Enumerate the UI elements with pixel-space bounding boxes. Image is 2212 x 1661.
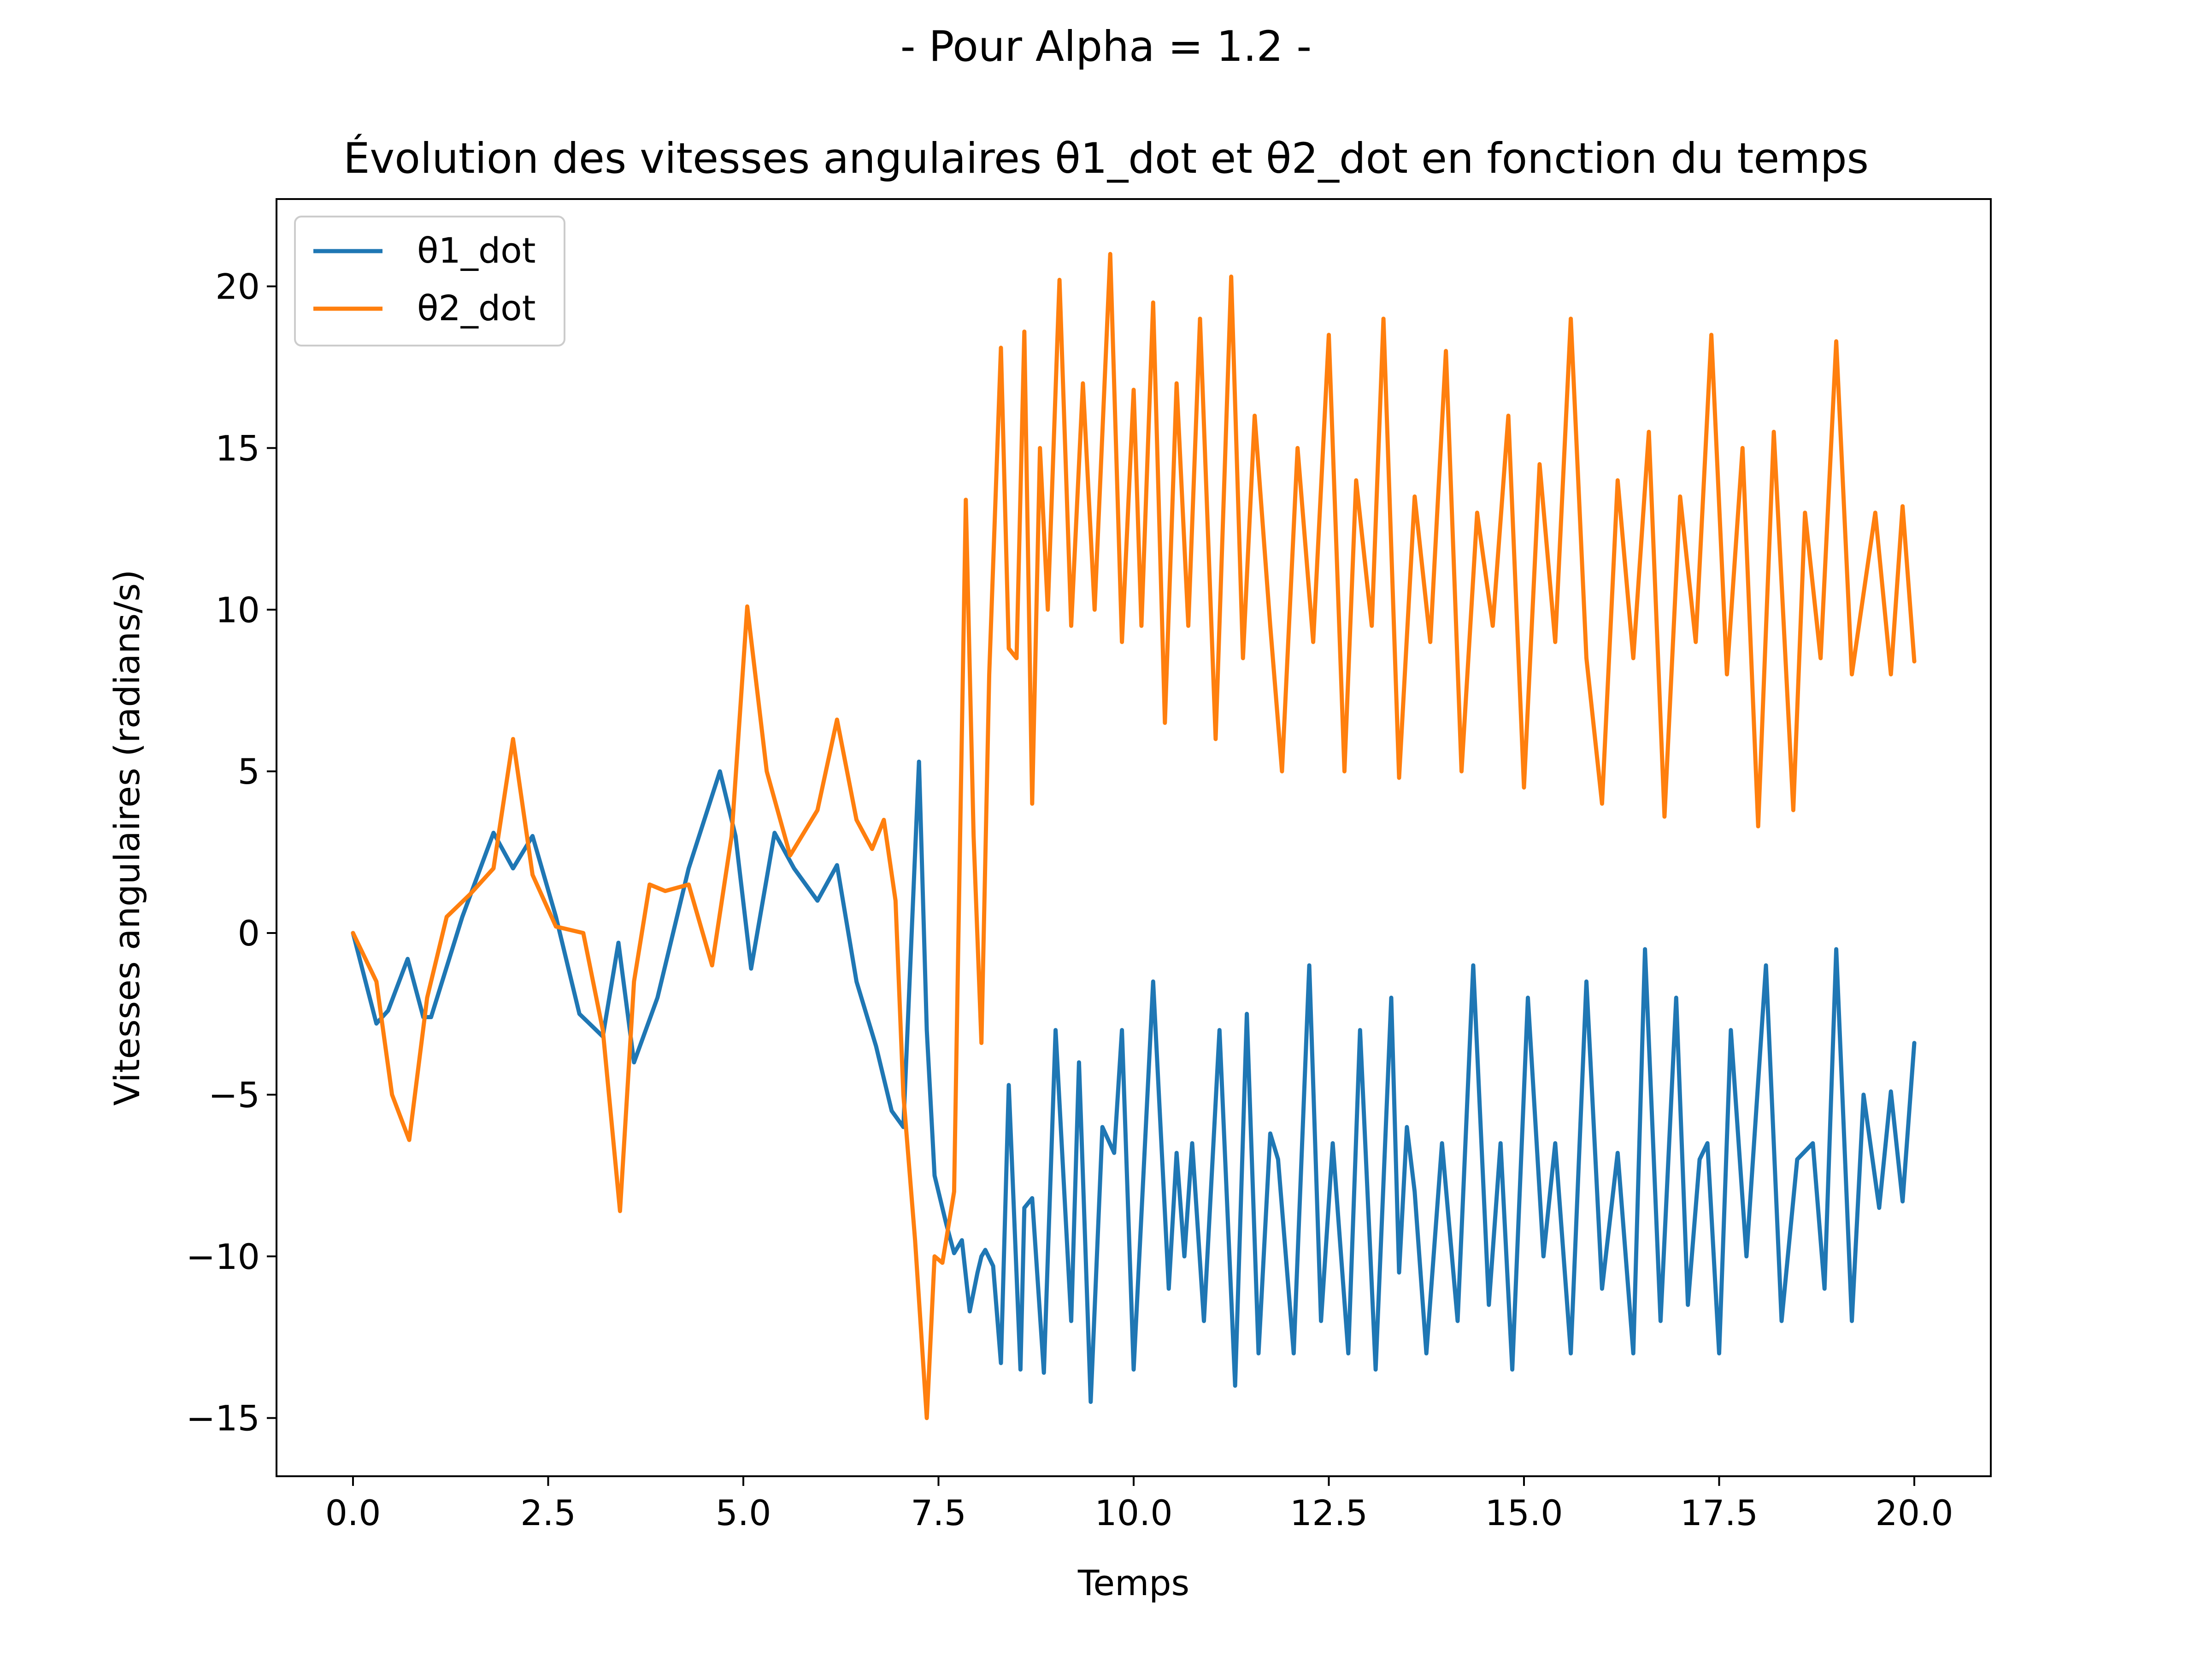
x-tick-label: 2.5 bbox=[520, 1492, 576, 1533]
x-tick-label: 15.0 bbox=[1485, 1492, 1563, 1533]
x-tick-label: 12.5 bbox=[1290, 1492, 1368, 1533]
legend-label-theta1: θ1_dot bbox=[417, 230, 535, 271]
x-tick-label: 17.5 bbox=[1680, 1492, 1758, 1533]
y-tick-label: 15 bbox=[215, 428, 260, 469]
legend-box bbox=[294, 216, 565, 346]
x-axis-label: Temps bbox=[1077, 1562, 1189, 1603]
y-tick-label: −15 bbox=[186, 1398, 260, 1439]
chart-suptitle: - Pour Alpha = 1.2 - bbox=[900, 23, 1312, 71]
axes-frame bbox=[276, 198, 1992, 1477]
y-tick-label: −5 bbox=[208, 1074, 260, 1115]
x-tick-label: 10.0 bbox=[1094, 1492, 1172, 1533]
x-tick-label: 7.5 bbox=[911, 1492, 966, 1533]
series-group bbox=[351, 252, 1917, 1420]
y-tick-label: 5 bbox=[238, 751, 260, 792]
y-axis-label: Vitesses angulaires (radians/s) bbox=[106, 569, 147, 1106]
y-tick-label: 10 bbox=[215, 589, 260, 630]
legend: θ1_dot θ2_dot bbox=[294, 216, 565, 346]
series-line-theta2-dot bbox=[351, 252, 1917, 1420]
series-line-theta1-dot bbox=[351, 759, 1917, 1404]
y-tick-label: −10 bbox=[186, 1236, 260, 1277]
y-tick-label: 20 bbox=[215, 266, 260, 307]
tick-group: 0.0 2.5 5.0 7.5 10.0 12.5 15.0 17.5 20.0 −15 −10 −5… bbox=[186, 266, 1953, 1533]
chart-title: Évolution des vitesses angulaires θ1_dot… bbox=[343, 134, 1869, 183]
x-tick-label: 20.0 bbox=[1875, 1492, 1953, 1533]
x-tick-label: 5.0 bbox=[716, 1492, 771, 1533]
x-tick-label: 0.0 bbox=[325, 1492, 381, 1533]
legend-label-theta2: θ2_dot bbox=[417, 288, 535, 329]
y-tick-label: 0 bbox=[238, 913, 260, 954]
